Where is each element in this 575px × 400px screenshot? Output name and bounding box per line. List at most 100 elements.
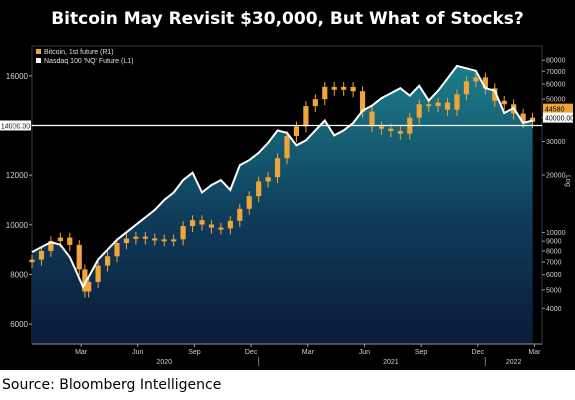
bitcoin-candle: [312, 99, 318, 107]
bitcoin-candle: [123, 238, 130, 244]
bitcoin-candle: [133, 236, 139, 239]
bitcoin-candle: [359, 91, 366, 112]
bitcoin-candle: [86, 281, 92, 292]
right-tick-label: 9000: [546, 239, 562, 246]
right-tick-label: 6000: [546, 272, 562, 279]
x-tick-label: Sep: [415, 349, 428, 356]
right-tick-label: 7000: [546, 259, 562, 266]
price-tag-label: 44580: [545, 107, 565, 114]
bitcoin-candle: [180, 226, 186, 240]
bitcoin-candle: [57, 237, 63, 242]
bitcoin-candle: [95, 265, 101, 282]
bitcoin-candle: [237, 208, 243, 221]
bitcoin-candle: [369, 111, 375, 127]
left-tick-label: 10000: [6, 221, 29, 230]
x-tick-label: Jun: [359, 349, 370, 356]
bitcoin-candle: [227, 220, 233, 229]
chart-title: Bitcoin May Revisit $30,000, But What of…: [0, 0, 575, 37]
nasdaq-line-path: [31, 64, 533, 290]
left-tick-label: 12000: [6, 171, 29, 180]
source-note: Source: Bloomberg Intelligence: [2, 377, 222, 393]
bitcoin-candle: [67, 237, 73, 245]
left-tick-label: 6000: [10, 320, 28, 329]
x-year-label: 2021: [383, 359, 399, 366]
reference-label-box: [0, 120, 31, 131]
bitcoin-candle: [341, 86, 347, 90]
bitcoin-candle: [388, 128, 394, 132]
bitcoin-candle: [501, 100, 507, 105]
bitcoin-candle: [265, 177, 271, 182]
legend-entry: Bitcoin, 1st future (R1): [44, 49, 114, 56]
bitcoin-candle: [322, 86, 328, 100]
chart-svg: 14000.00 6000 8000 10000 12000 14000 16000 4000…: [0, 45, 574, 366]
bitcoin-candle: [76, 244, 82, 270]
bitcoin-candle: [218, 227, 224, 230]
bitcoin-candles: [29, 72, 536, 298]
right-tick-label: 80000: [546, 58, 566, 65]
bitcoin-candle: [38, 250, 45, 260]
x-tick-label: Jun: [132, 349, 143, 356]
bitcoin-candle: [104, 256, 111, 266]
bitcoin-candle: [520, 113, 526, 122]
chart-panel: 14000.00 6000 8000 10000 12000 14000 16000 4000…: [0, 37, 575, 370]
bitcoin-candle: [397, 131, 403, 134]
x-tick-label: Mar: [75, 349, 88, 356]
legend-swatch: [36, 58, 41, 63]
bitcoin-candle: [208, 224, 215, 228]
nasdaq-area: [32, 65, 533, 345]
bitcoin-candle: [492, 88, 498, 101]
bitcoin-candle: [284, 136, 290, 159]
legend: Bitcoin, 1st future (R1) Nasdaq 100 'NQ' …: [36, 49, 133, 65]
right-tick-label: 8000: [546, 248, 562, 255]
x-tick-label: Sep: [188, 349, 201, 356]
bitcoin-candle: [82, 269, 88, 292]
right-axis-log-label: Log: [564, 175, 571, 187]
left-tick-label: 8000: [10, 270, 28, 279]
right-tick-label: 30000: [546, 139, 566, 146]
bitcoin-candle: [473, 77, 479, 82]
bitcoin-candle: [199, 220, 205, 225]
price-tag-box: [543, 112, 573, 123]
bitcoin-candle: [152, 238, 158, 241]
legend-entry: Nasdaq 100 'NQ' Future (L1): [44, 58, 133, 65]
bitcoin-candle: [246, 196, 252, 209]
left-tick-label: 14000: [6, 121, 29, 130]
bitcoin-candle: [274, 158, 281, 178]
bitcoin-candle: [161, 239, 167, 242]
bitcoin-candle: [171, 239, 177, 242]
nasdaq-line: [31, 64, 533, 290]
x-tick-label: Mar: [302, 349, 315, 356]
nasdaq-area-fill: [32, 65, 533, 345]
bitcoin-candle: [29, 259, 35, 263]
bitcoin-candle: [350, 86, 356, 92]
bitcoin-candle: [303, 106, 309, 127]
x-tick-label: Dec: [245, 349, 258, 356]
bitcoin-candle: [426, 104, 432, 107]
bitcoin-candle: [416, 104, 422, 118]
price-tag-label: 40000.00: [545, 116, 574, 123]
bitcoin-candle: [293, 126, 300, 137]
right-tick-label: 50000: [546, 97, 566, 104]
x-tick-label: Mar: [528, 349, 541, 356]
bitcoin-candle: [378, 126, 385, 129]
bitcoin-candle: [256, 181, 262, 197]
right-tick-label: 10000: [546, 230, 566, 237]
x-year-label: 2022: [506, 359, 522, 366]
bitcoin-candle: [142, 236, 148, 239]
reference-label: 14000.00: [1, 123, 30, 130]
right-tick-label: 4000: [546, 306, 562, 313]
bitcoin-candle: [114, 243, 120, 257]
bitcoin-candle: [482, 77, 488, 89]
right-tick-label: 5000: [546, 287, 562, 294]
bitcoin-candle: [48, 241, 54, 251]
right-tick-label: 60000: [546, 82, 566, 89]
right-tick-label: 20000: [546, 173, 566, 180]
price-tag-box: [543, 103, 573, 114]
x-tick-label: Dec: [472, 349, 485, 356]
bitcoin-candle: [331, 86, 337, 90]
x-year-label: 2020: [156, 359, 172, 366]
bitcoin-candle: [189, 220, 196, 227]
left-tick-label: 16000: [6, 72, 29, 81]
bitcoin-candle: [444, 102, 451, 110]
bitcoin-candle: [463, 81, 470, 95]
